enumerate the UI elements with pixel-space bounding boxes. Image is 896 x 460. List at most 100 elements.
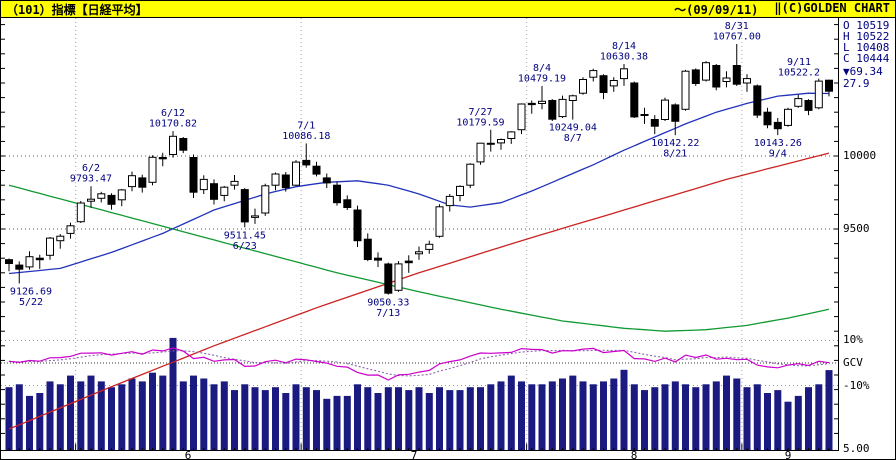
candle-body — [681, 70, 690, 110]
month-label-8: 8 — [630, 449, 638, 460]
chart-annotation: 9/4 — [769, 149, 787, 160]
volume-bar — [712, 381, 720, 451]
volume-axis-label: 5.00 — [843, 442, 870, 455]
candle-body — [312, 165, 321, 175]
chart-annotation: 10143.26 — [754, 138, 802, 149]
readout-low: L 10408 — [843, 41, 890, 54]
volume-bar — [466, 387, 474, 451]
candle-body — [517, 103, 526, 131]
chart-annotation: 10630.38 — [600, 52, 648, 63]
volume-bar — [825, 370, 833, 451]
chart-annotation: 10142.22 — [651, 138, 699, 149]
volume-bar — [374, 393, 382, 451]
volume-bar — [138, 381, 146, 451]
chart-annotation: 8/21 — [663, 149, 687, 160]
chart-annotation: 7/27 — [468, 107, 492, 118]
volume-bar — [589, 384, 597, 451]
chart-annotation: 10249.04 — [549, 123, 597, 134]
candle-body — [538, 100, 546, 105]
volume-bar — [323, 398, 331, 451]
volume-bar — [405, 390, 413, 451]
volume-bar — [733, 378, 741, 451]
volume-bar — [56, 384, 64, 451]
volume-bar — [190, 375, 197, 451]
volume-bar — [805, 387, 812, 451]
candle-body — [25, 256, 34, 268]
readout-change: ▼69.34 — [843, 65, 883, 78]
candle-body — [394, 263, 403, 291]
candle-body — [107, 194, 116, 205]
volume-bar — [682, 384, 689, 451]
volume-bar — [764, 393, 771, 451]
osc-axis-label-plus10: 10% — [843, 333, 863, 346]
volume-bar — [210, 384, 218, 451]
volume-bar — [661, 384, 669, 451]
candle-body — [343, 199, 352, 209]
candle-body — [620, 68, 628, 80]
chart-annotation: 6/12 — [161, 108, 185, 119]
candle-body — [292, 161, 300, 186]
volume-bar — [600, 381, 607, 451]
candle-body — [743, 78, 751, 84]
candle-body — [66, 225, 75, 234]
candle-body — [128, 175, 136, 188]
chart-annotation: 10170.82 — [149, 119, 197, 130]
right-axis-margin: O 10519 H 10522 L 10408 C 10444 ▼69.34 27.9 10… — [840, 1, 895, 459]
title-bar: （101）指標【日経平均】 ～(09/09/11) ‖(C)GOLDEN CHA… — [1, 1, 895, 18]
volume-bar — [220, 381, 228, 451]
chart-annotation: 10086.18 — [282, 131, 330, 142]
readout-open: O 10519 — [843, 19, 890, 32]
volume-bar — [26, 395, 33, 451]
chart-annotation: 8/7 — [564, 133, 582, 144]
candle-body — [271, 173, 280, 186]
candle-body — [5, 259, 13, 264]
candle-body — [773, 121, 782, 130]
volume-bar — [108, 387, 115, 451]
candle-body — [35, 257, 44, 261]
ma75-line — [8, 152, 830, 430]
copyright-label: ‖(C)GOLDEN CHART — [774, 0, 890, 15]
candle-body — [404, 260, 413, 264]
candle-body — [363, 238, 372, 260]
readout-volume: 27.9 — [843, 77, 870, 90]
chart-annotation: 8/31 — [725, 21, 749, 32]
readout-high: H 10522 — [843, 30, 890, 43]
volume-bar — [630, 384, 638, 451]
chart-annotation: 8/4 — [533, 63, 551, 74]
volume-bar — [425, 393, 433, 451]
candle-body — [230, 180, 239, 186]
chart-annotation: 9511.45 — [224, 230, 266, 241]
volume-bar — [5, 387, 13, 451]
candle-body — [76, 202, 85, 223]
volume-bar — [743, 387, 751, 451]
candle-body — [599, 75, 608, 93]
chart-annotation: 7/1 — [297, 120, 315, 131]
candle-body — [486, 142, 495, 145]
candle-body — [456, 185, 464, 196]
candle-body — [435, 206, 444, 237]
candle-body — [732, 65, 741, 85]
volume-bar — [354, 384, 361, 451]
candle-body — [661, 99, 669, 120]
volume-bar — [446, 390, 454, 451]
chart-annotation: 10767.00 — [713, 32, 761, 43]
volume-bar — [518, 381, 525, 451]
candle-body — [199, 178, 208, 191]
candle-body — [630, 82, 639, 118]
volume-bar — [272, 387, 279, 451]
volume-bar — [436, 387, 443, 451]
volume-bar — [487, 384, 495, 451]
volume-bar — [774, 390, 782, 451]
volume-bar — [292, 384, 300, 451]
candle-body — [333, 184, 341, 204]
chart-annotation: 10522.2 — [778, 67, 820, 78]
candle-body — [374, 257, 382, 261]
candle-body — [353, 209, 362, 242]
candle-body — [415, 251, 423, 255]
chart-annotation: 6/2 — [82, 163, 100, 174]
candle-body — [650, 119, 659, 127]
chart-annotation: 9/11 — [787, 57, 811, 68]
volume-bar — [241, 384, 249, 451]
candle-body — [784, 108, 792, 126]
volume-bar — [548, 381, 556, 451]
